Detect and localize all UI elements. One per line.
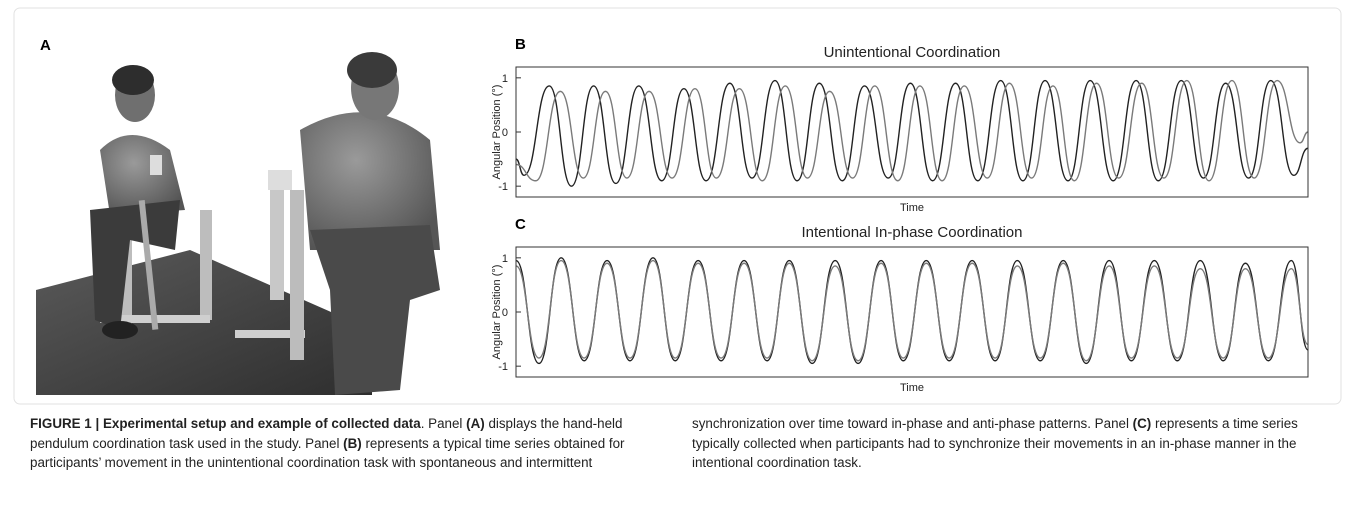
- y-tick-label: -1: [498, 181, 508, 193]
- caption-text: . Panel: [421, 416, 466, 431]
- plot-frame: [516, 67, 1308, 197]
- panel-a-illustration: [36, 52, 440, 395]
- series-line: [516, 261, 1308, 361]
- caption-bold: (C): [1133, 416, 1152, 431]
- chart-title: Unintentional Coordination: [824, 44, 1001, 61]
- caption-bold: FIGURE 1 | Experimental setup and exampl…: [30, 416, 421, 431]
- caption-text: synchronization over time toward in-phas…: [692, 416, 1133, 431]
- chart-title: Intentional In-phase Coordination: [802, 224, 1023, 241]
- series-line: [516, 81, 1308, 187]
- y-tick-label: 0: [502, 307, 508, 319]
- y-tick-label: 1: [502, 73, 508, 85]
- caption-bold: (B): [343, 436, 362, 451]
- caption-bold: (A): [466, 416, 485, 431]
- x-axis-label: Time: [900, 382, 924, 394]
- panel-label: A: [40, 37, 51, 54]
- caption-left: FIGURE 1 | Experimental setup and exampl…: [30, 414, 670, 473]
- x-axis-label: Time: [900, 202, 924, 214]
- y-tick-label: -1: [498, 361, 508, 373]
- y-tick-label: 0: [502, 127, 508, 139]
- panel-label: C: [515, 216, 526, 233]
- series-line: [516, 81, 1308, 181]
- panel-label: B: [515, 36, 526, 53]
- y-tick-label: 1: [502, 253, 508, 265]
- caption-right: synchronization over time toward in-phas…: [692, 414, 1332, 473]
- page: {"panel_a":{"label":"A"}, "chart_data":[…: [0, 0, 1355, 531]
